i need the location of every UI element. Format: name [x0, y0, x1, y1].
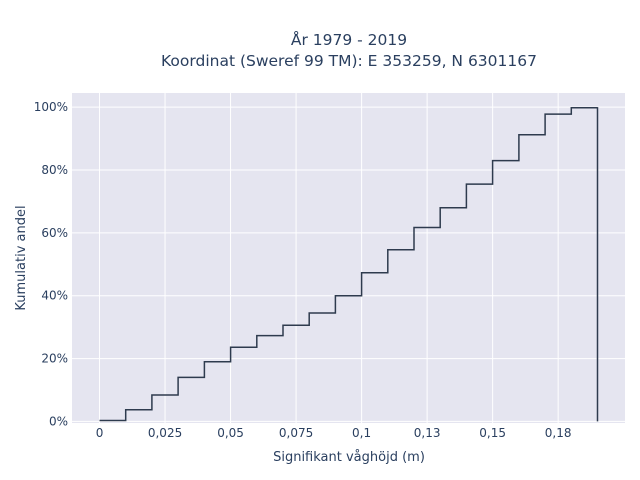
y-tick-label: 40% — [41, 289, 68, 303]
series-line — [99, 107, 599, 422]
x-axis-title: Signifikant våghöjd (m) — [273, 450, 425, 465]
y-tick-label: 80% — [41, 163, 68, 177]
y-tick-label: 20% — [41, 352, 68, 366]
x-tick-label: 0,15 — [479, 426, 506, 440]
x-tick-label: 0,075 — [279, 426, 313, 440]
x-tick-labels: 0 0,025 0,05 0,075 0,1 0,13 0,15 0,18 — [96, 426, 572, 440]
x-tick-label: 0,18 — [545, 426, 572, 440]
x-tick-label: 0,025 — [148, 426, 182, 440]
plot-area — [72, 93, 625, 423]
x-tick-label: 0,1 — [352, 426, 371, 440]
series-layer — [99, 107, 599, 422]
grid-lines — [72, 93, 625, 423]
y-tick-label: 60% — [41, 226, 68, 240]
y-tick-label: 0% — [49, 414, 68, 428]
chart-title-line-1: År 1979 - 2019 — [291, 30, 407, 49]
y-tick-label: 100% — [34, 100, 68, 114]
x-tick-label: 0 — [96, 426, 104, 440]
x-tick-label: 0,13 — [414, 426, 441, 440]
x-tick-label: 0,05 — [217, 426, 244, 440]
y-tick-labels: 0% 20% 40% 60% 80% 100% — [34, 100, 68, 428]
y-axis-title: Kumulativ andel — [14, 205, 29, 310]
chart-title-line-2: Koordinat (Sweref 99 TM): E 353259, N 63… — [161, 52, 537, 70]
